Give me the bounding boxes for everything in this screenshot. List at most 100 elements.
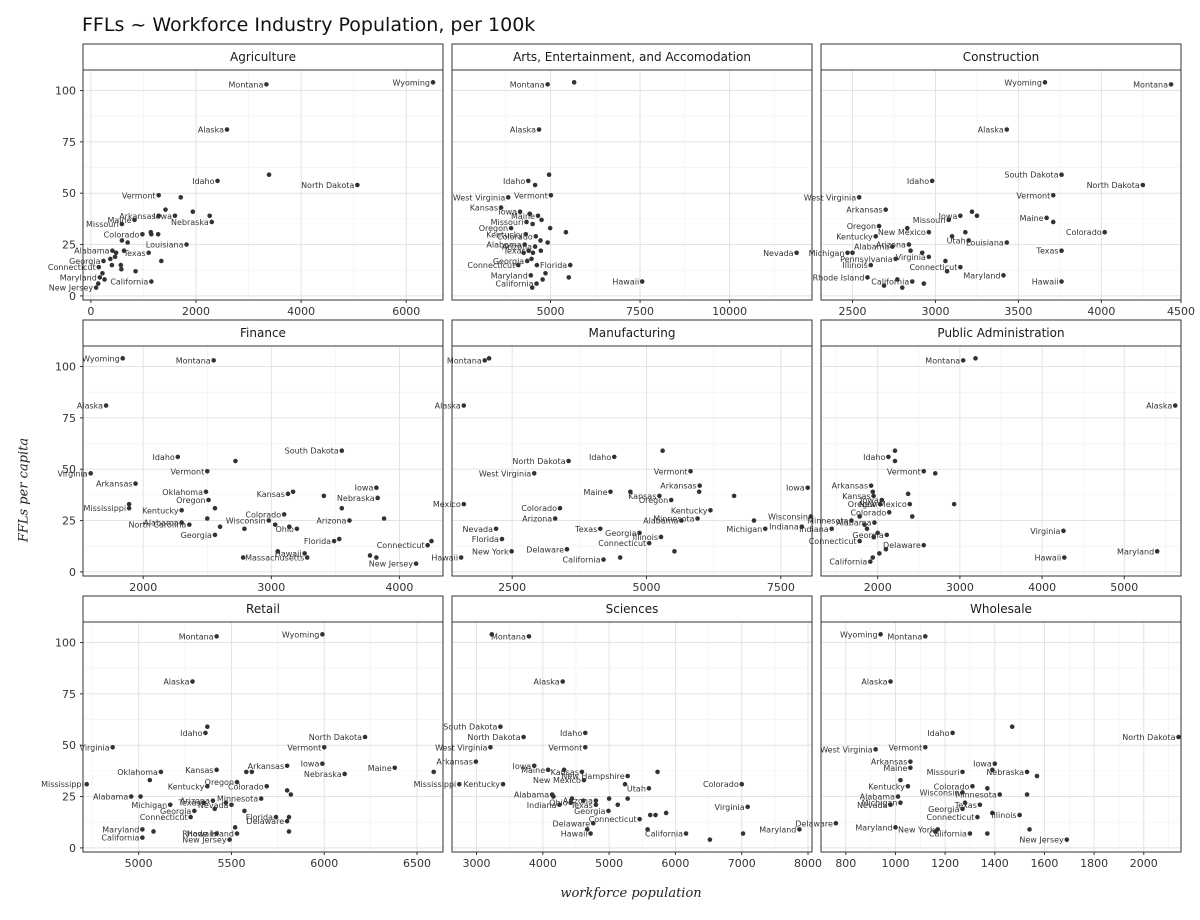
- data-point: [919, 250, 925, 256]
- data-point: [695, 516, 700, 521]
- data-point: [628, 489, 633, 495]
- facet-strip-label: Finance: [240, 326, 286, 340]
- data-point: [187, 522, 192, 527]
- data-point: [895, 794, 901, 799]
- data-point: [1176, 734, 1181, 740]
- data-point: [890, 244, 895, 249]
- data-point: [593, 802, 599, 808]
- facet-strip: [82, 319, 444, 347]
- point-label: Oklahoma: [162, 488, 203, 497]
- point-label: Michigan: [862, 799, 898, 808]
- data-point: [908, 248, 913, 254]
- data-point: [653, 812, 658, 818]
- data-point: [1027, 827, 1032, 832]
- point-label: Florida: [246, 813, 273, 822]
- data-point: [526, 248, 531, 254]
- point-label: Colorado: [497, 232, 533, 241]
- data-point: [347, 518, 352, 523]
- point-label: Colorado: [1066, 228, 1102, 237]
- point-label: Idaho: [560, 729, 582, 738]
- data-point: [697, 483, 703, 488]
- data-point: [505, 195, 511, 200]
- point-label: North Dakota: [301, 181, 354, 190]
- data-point: [601, 557, 606, 562]
- panel-border: [82, 621, 444, 853]
- data-point: [381, 516, 387, 521]
- data-point: [552, 516, 558, 521]
- data-point: [1172, 403, 1178, 408]
- facet-strip-label: Sciences: [606, 602, 659, 616]
- x-tick-label: 5000: [595, 857, 623, 870]
- point-label: Missouri: [491, 218, 524, 227]
- point-label: Texas: [954, 801, 977, 810]
- data-point: [201, 800, 206, 806]
- data-point: [493, 526, 499, 532]
- data-point: [109, 262, 115, 268]
- data-point: [242, 808, 247, 814]
- data-point: [625, 796, 630, 801]
- point-label: Alaska: [1146, 402, 1172, 411]
- data-point: [893, 256, 898, 262]
- point-label: Vermont: [122, 191, 156, 200]
- data-point: [535, 213, 541, 219]
- data-point: [688, 468, 693, 474]
- data-point: [530, 250, 536, 256]
- data-point: [1024, 769, 1030, 775]
- data-point: [524, 258, 530, 264]
- data-point: [526, 634, 532, 639]
- data-point: [794, 250, 799, 256]
- point-label: California: [101, 834, 139, 843]
- data-point: [973, 356, 978, 361]
- data-point: [498, 205, 504, 210]
- point-label: Colorado: [521, 504, 557, 513]
- data-point: [102, 277, 107, 282]
- data-point: [590, 820, 596, 826]
- data-point: [149, 231, 154, 237]
- point-label: Georgia: [160, 807, 191, 816]
- data-point: [149, 279, 154, 284]
- point-label: New Hampshire: [561, 772, 624, 781]
- data-point: [888, 802, 893, 808]
- point-label: Alaska: [510, 126, 536, 135]
- data-point: [188, 814, 193, 820]
- x-tick-label: 2500: [839, 305, 867, 318]
- data-point: [482, 358, 488, 363]
- point-label: Arizona: [522, 515, 552, 524]
- facet-strip-label: Agriculture: [230, 50, 296, 64]
- data-point: [461, 501, 467, 507]
- data-point: [886, 454, 891, 460]
- point-label: California: [829, 558, 867, 567]
- point-label: Indiana: [527, 801, 557, 810]
- facet-panel: Retail Montana Wyoming Alaska Idaho North Dak…: [41, 595, 444, 870]
- point-label: Utah: [627, 784, 646, 793]
- data-point: [932, 829, 938, 834]
- data-point: [668, 497, 674, 503]
- data-point: [856, 195, 862, 200]
- x-tick-label: 7500: [626, 305, 654, 318]
- point-label: Hawaii: [187, 830, 214, 839]
- data-point: [857, 538, 862, 544]
- data-point: [679, 518, 684, 523]
- x-tick-label: 7000: [728, 857, 756, 870]
- data-point: [209, 219, 215, 225]
- point-label: Connecticut: [598, 539, 646, 548]
- data-point: [540, 277, 545, 282]
- data-point: [658, 534, 664, 540]
- point-label: New Jersey: [49, 284, 94, 293]
- data-point: [179, 520, 184, 525]
- data-point: [203, 730, 208, 736]
- data-point: [272, 522, 278, 527]
- point-label: Maine: [107, 216, 131, 225]
- data-point: [211, 358, 216, 363]
- data-point: [862, 522, 867, 527]
- data-point: [663, 810, 669, 816]
- data-point: [234, 831, 240, 836]
- data-point: [126, 501, 132, 507]
- data-point: [413, 561, 419, 566]
- y-tick-label: 50: [62, 739, 76, 752]
- data-point: [515, 262, 521, 268]
- point-label: Virginia: [58, 469, 88, 478]
- data-point: [339, 448, 345, 454]
- data-point: [849, 518, 854, 523]
- point-label: Connecticut: [809, 537, 857, 546]
